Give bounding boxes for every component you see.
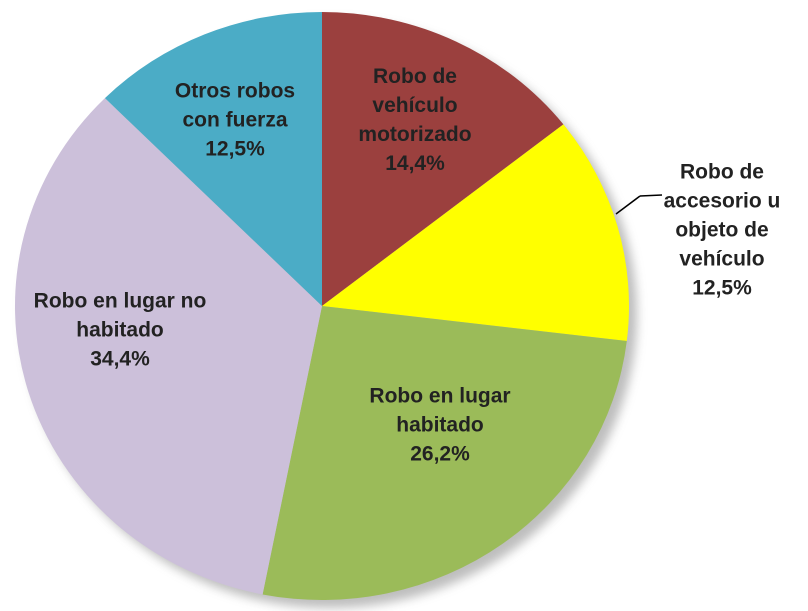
pie-slice [14,98,322,595]
leader-line [639,194,663,197]
category-label: Robo en lugar no habitado [33,289,207,342]
slice-label: Otros robos con fuerza 12,5% [160,77,310,164]
pie-slice [322,12,564,306]
category-label: Otros robos con fuerza [174,79,296,132]
slice-label: Robo en lugar no habitado 34,4% [10,287,230,374]
slice-label: Robo de vehículo motorizado 14,4% [340,62,490,178]
category-label: Robo en lugar habitado [369,384,511,437]
value-label: 12,5% [205,137,265,161]
category-label: Robo de vehículo motorizado [358,65,472,146]
value-label: 12,5% [692,276,752,300]
pie-slice [322,124,629,342]
leader-line [615,195,641,215]
value-label: 26,2% [410,442,470,466]
slice-label: Robo en lugar habitado 26,2% [350,382,530,469]
value-label: 34,4% [90,347,150,371]
pie-slice [262,306,627,600]
category-label: Robo de accesorio u objeto de vehículo [663,160,781,271]
slice-label: Robo de accesorio u objeto de vehículo 12… [652,158,792,303]
value-label: 14,4% [385,152,445,175]
pie-slice [104,12,323,306]
